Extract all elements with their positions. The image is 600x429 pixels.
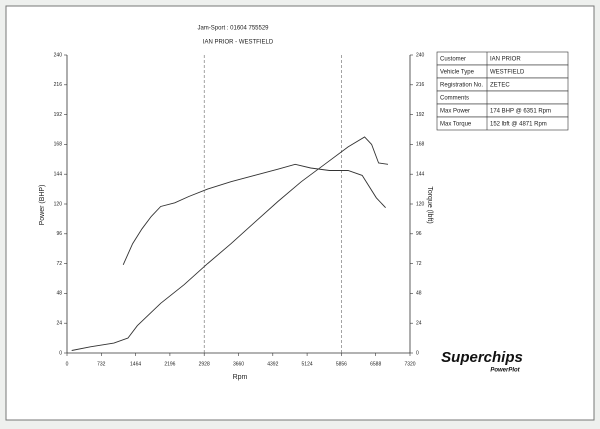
y2-axis-label: Torque (lbft)	[426, 186, 433, 223]
x-axis-label: Rpm	[233, 374, 248, 381]
y-tick-label: 192	[54, 112, 63, 118]
chart-header: Jam-Sport : 01604 755529	[197, 26, 269, 32]
x-tick-label: 6588	[370, 361, 381, 367]
y-tick-label: 96	[56, 231, 62, 237]
logo-brand: Superchips	[441, 349, 523, 366]
x-tick-label: 5856	[336, 361, 347, 367]
chart-title: IAN PRIOR - WESTFIELD	[203, 40, 274, 46]
x-tick-label: 1464	[130, 361, 141, 367]
table-label: Comments	[440, 96, 469, 102]
y2-tick-label: 168	[416, 142, 425, 148]
table-label: Customer	[440, 57, 466, 63]
series-line	[71, 136, 389, 351]
y2-tick-label: 24	[416, 321, 422, 327]
x-tick-label: 4392	[267, 361, 278, 367]
table-value: 174 BHP @ 6351 Rpm	[490, 109, 551, 115]
table-label: Vehicle Type	[440, 70, 475, 76]
x-tick-label: 732	[97, 361, 106, 367]
y2-tick-label: 96	[416, 231, 422, 237]
y-tick-label: 120	[54, 201, 63, 207]
x-tick-label: 2928	[199, 361, 210, 367]
y2-tick-label: 48	[416, 291, 422, 297]
y2-tick-label: 192	[416, 112, 425, 118]
x-tick-label: 5124	[302, 361, 313, 367]
y-tick-label: 0	[59, 350, 62, 356]
table-value: ZETEC	[490, 83, 510, 89]
logo-product: PowerPlot	[490, 368, 520, 374]
table-value: IAN PRIOR	[490, 57, 521, 63]
table-row	[436, 116, 569, 131]
y-tick-label: 48	[56, 291, 62, 297]
y2-tick-label: 144	[416, 172, 425, 178]
x-tick-label: 0	[66, 361, 69, 367]
y2-tick-label: 72	[416, 261, 422, 267]
y-tick-label: 72	[56, 261, 62, 267]
table-label: Max Power	[440, 109, 470, 115]
table-value: 152 lbft @ 4871 Rpm	[490, 122, 547, 128]
series-line	[122, 163, 386, 265]
y2-tick-label: 0	[416, 350, 419, 356]
y-tick-label: 240	[54, 52, 63, 58]
table-label: Registration No.	[440, 83, 483, 89]
x-tick-label: 7320	[404, 361, 415, 367]
x-tick-label: 3660	[233, 361, 244, 367]
table-value: WESTFIELD	[490, 70, 525, 76]
y-tick-label: 24	[56, 321, 62, 327]
table-label: Max Torque	[440, 122, 472, 128]
y2-tick-label: 240	[416, 52, 425, 58]
x-tick-label: 2196	[164, 361, 175, 367]
y-axis-label: Power (BHP)	[39, 185, 46, 226]
y-tick-label: 216	[54, 82, 63, 88]
y2-tick-label: 120	[416, 201, 425, 207]
y-tick-label: 168	[54, 142, 63, 148]
y2-tick-label: 216	[416, 82, 425, 88]
y-tick-label: 144	[54, 172, 63, 178]
